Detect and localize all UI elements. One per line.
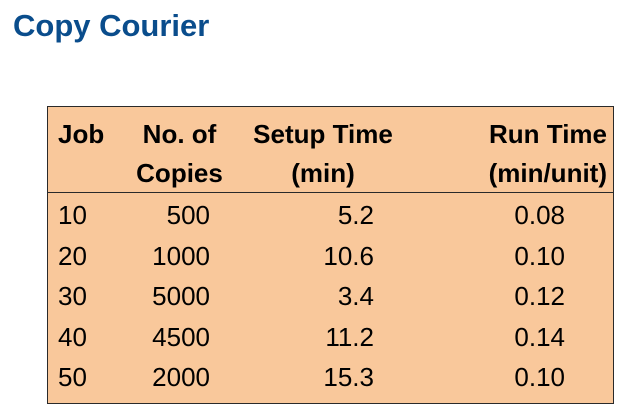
header-row: Copies (min) (min/unit) <box>48 154 613 193</box>
cell-job: 30 <box>58 281 87 311</box>
cell-setup-time: 10.6 <box>323 240 374 271</box>
cell-run-time: 0.10 <box>514 240 565 271</box>
cell-copies: 4500 <box>152 321 210 352</box>
cell-copies: 1000 <box>152 240 210 271</box>
table-row: 50 2000 15.3 0.10 <box>48 357 613 398</box>
data-table-container: Job No. of Setup Time Run Time Copies (m… <box>47 106 614 404</box>
cell-job: 10 <box>58 200 87 230</box>
cell-run-time: 0.12 <box>514 281 565 311</box>
header-copies: No. of <box>142 119 217 149</box>
cell-job: 50 <box>58 362 87 392</box>
table-body: 10 500 5.2 0.08 20 1000 10.6 0.10 30 500… <box>48 193 613 398</box>
table-row: 30 5000 3.4 0.12 <box>48 276 613 317</box>
header-job: Job <box>58 119 105 149</box>
cell-run-time: 0.10 <box>514 362 565 392</box>
header-run-time: Run Time <box>489 119 607 149</box>
cell-run-time: 0.08 <box>514 200 565 230</box>
cell-setup-time: 11.2 <box>325 321 374 352</box>
header-setup-time-unit: (min) <box>228 154 418 193</box>
cell-job: 40 <box>58 321 87 352</box>
cell-setup-time: 15.3 <box>323 362 374 392</box>
table-header: Job No. of Setup Time Run Time Copies (m… <box>48 114 613 193</box>
cell-job: 20 <box>58 240 87 271</box>
cell-setup-time: 5.2 <box>337 200 374 230</box>
header-setup-time: Setup Time <box>253 119 393 149</box>
cell-run-time: 0.14 <box>514 321 565 352</box>
cell-setup-time: 3.4 <box>337 281 374 311</box>
table-row: 10 500 5.2 0.08 <box>48 193 613 236</box>
header-row: Job No. of Setup Time Run Time <box>48 114 613 154</box>
header-job-unit <box>48 154 131 193</box>
data-table: Job No. of Setup Time Run Time Copies (m… <box>48 114 613 398</box>
cell-copies: 5000 <box>152 281 210 311</box>
page-title: Copy Courier <box>13 8 210 43</box>
header-copies-unit: Copies <box>131 154 228 193</box>
header-run-time-unit: (min/unit) <box>418 154 613 193</box>
table-row: 20 1000 10.6 0.10 <box>48 236 613 277</box>
cell-copies: 500 <box>166 200 210 230</box>
cell-copies: 2000 <box>152 362 210 392</box>
table-row: 40 4500 11.2 0.14 <box>48 317 613 358</box>
